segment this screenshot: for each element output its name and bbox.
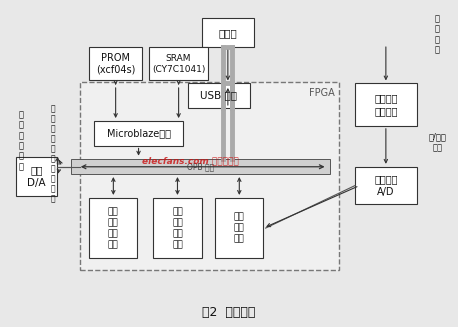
Text: 计算机: 计算机	[218, 28, 237, 38]
Text: OPB 总线: OPB 总线	[187, 162, 214, 171]
Text: SRAM
(CY7C1041): SRAM (CY7C1041)	[152, 54, 205, 74]
Bar	[71, 159, 330, 174]
Bar	[80, 82, 339, 270]
Bar	[215, 198, 263, 258]
Text: 视频
信号
模拟
模块: 视频 信号 模拟 模块	[108, 207, 119, 249]
Bar	[153, 198, 202, 258]
Text: 杂波
信号
存储: 杂波 信号 存储	[234, 213, 245, 244]
Bar	[202, 18, 254, 47]
Bar	[149, 47, 208, 80]
Bar	[94, 121, 183, 146]
Bar	[355, 83, 417, 126]
Bar	[89, 198, 137, 258]
Text: 模
拟
信
号
输
出: 模 拟 信 号 输 出	[18, 110, 23, 171]
Bar	[16, 157, 57, 196]
Text: 双路
D/A: 双路 D/A	[27, 165, 46, 188]
Text: 雷
达
实
测
数
据
文
件
回
放: 雷 达 实 测 数 据 文 件 回 放	[50, 104, 55, 203]
Bar	[355, 167, 417, 204]
Text: elecfans.com 电子发烧友: elecfans.com 电子发烧友	[142, 156, 239, 165]
Text: PROM
(xcf04s): PROM (xcf04s)	[96, 53, 135, 75]
Bar	[89, 47, 142, 80]
Text: 双路高速
A/D: 双路高速 A/D	[374, 174, 398, 197]
Text: 雷达信号
采集接口: 雷达信号 采集接口	[374, 94, 398, 116]
Text: 回
收
信
号: 回 收 信 号	[435, 14, 440, 54]
Text: 中波
信号
模拟
模块: 中波 信号 模拟 模块	[172, 207, 183, 249]
Text: Microblaze控制: Microblaze控制	[107, 128, 170, 138]
Bar	[188, 83, 250, 108]
Text: USB 总线: USB 总线	[200, 91, 237, 101]
Text: FPGA: FPGA	[309, 88, 334, 98]
Text: 图2  系统框图: 图2 系统框图	[202, 306, 256, 319]
Text: 中/视频
信号: 中/视频 信号	[428, 132, 447, 152]
